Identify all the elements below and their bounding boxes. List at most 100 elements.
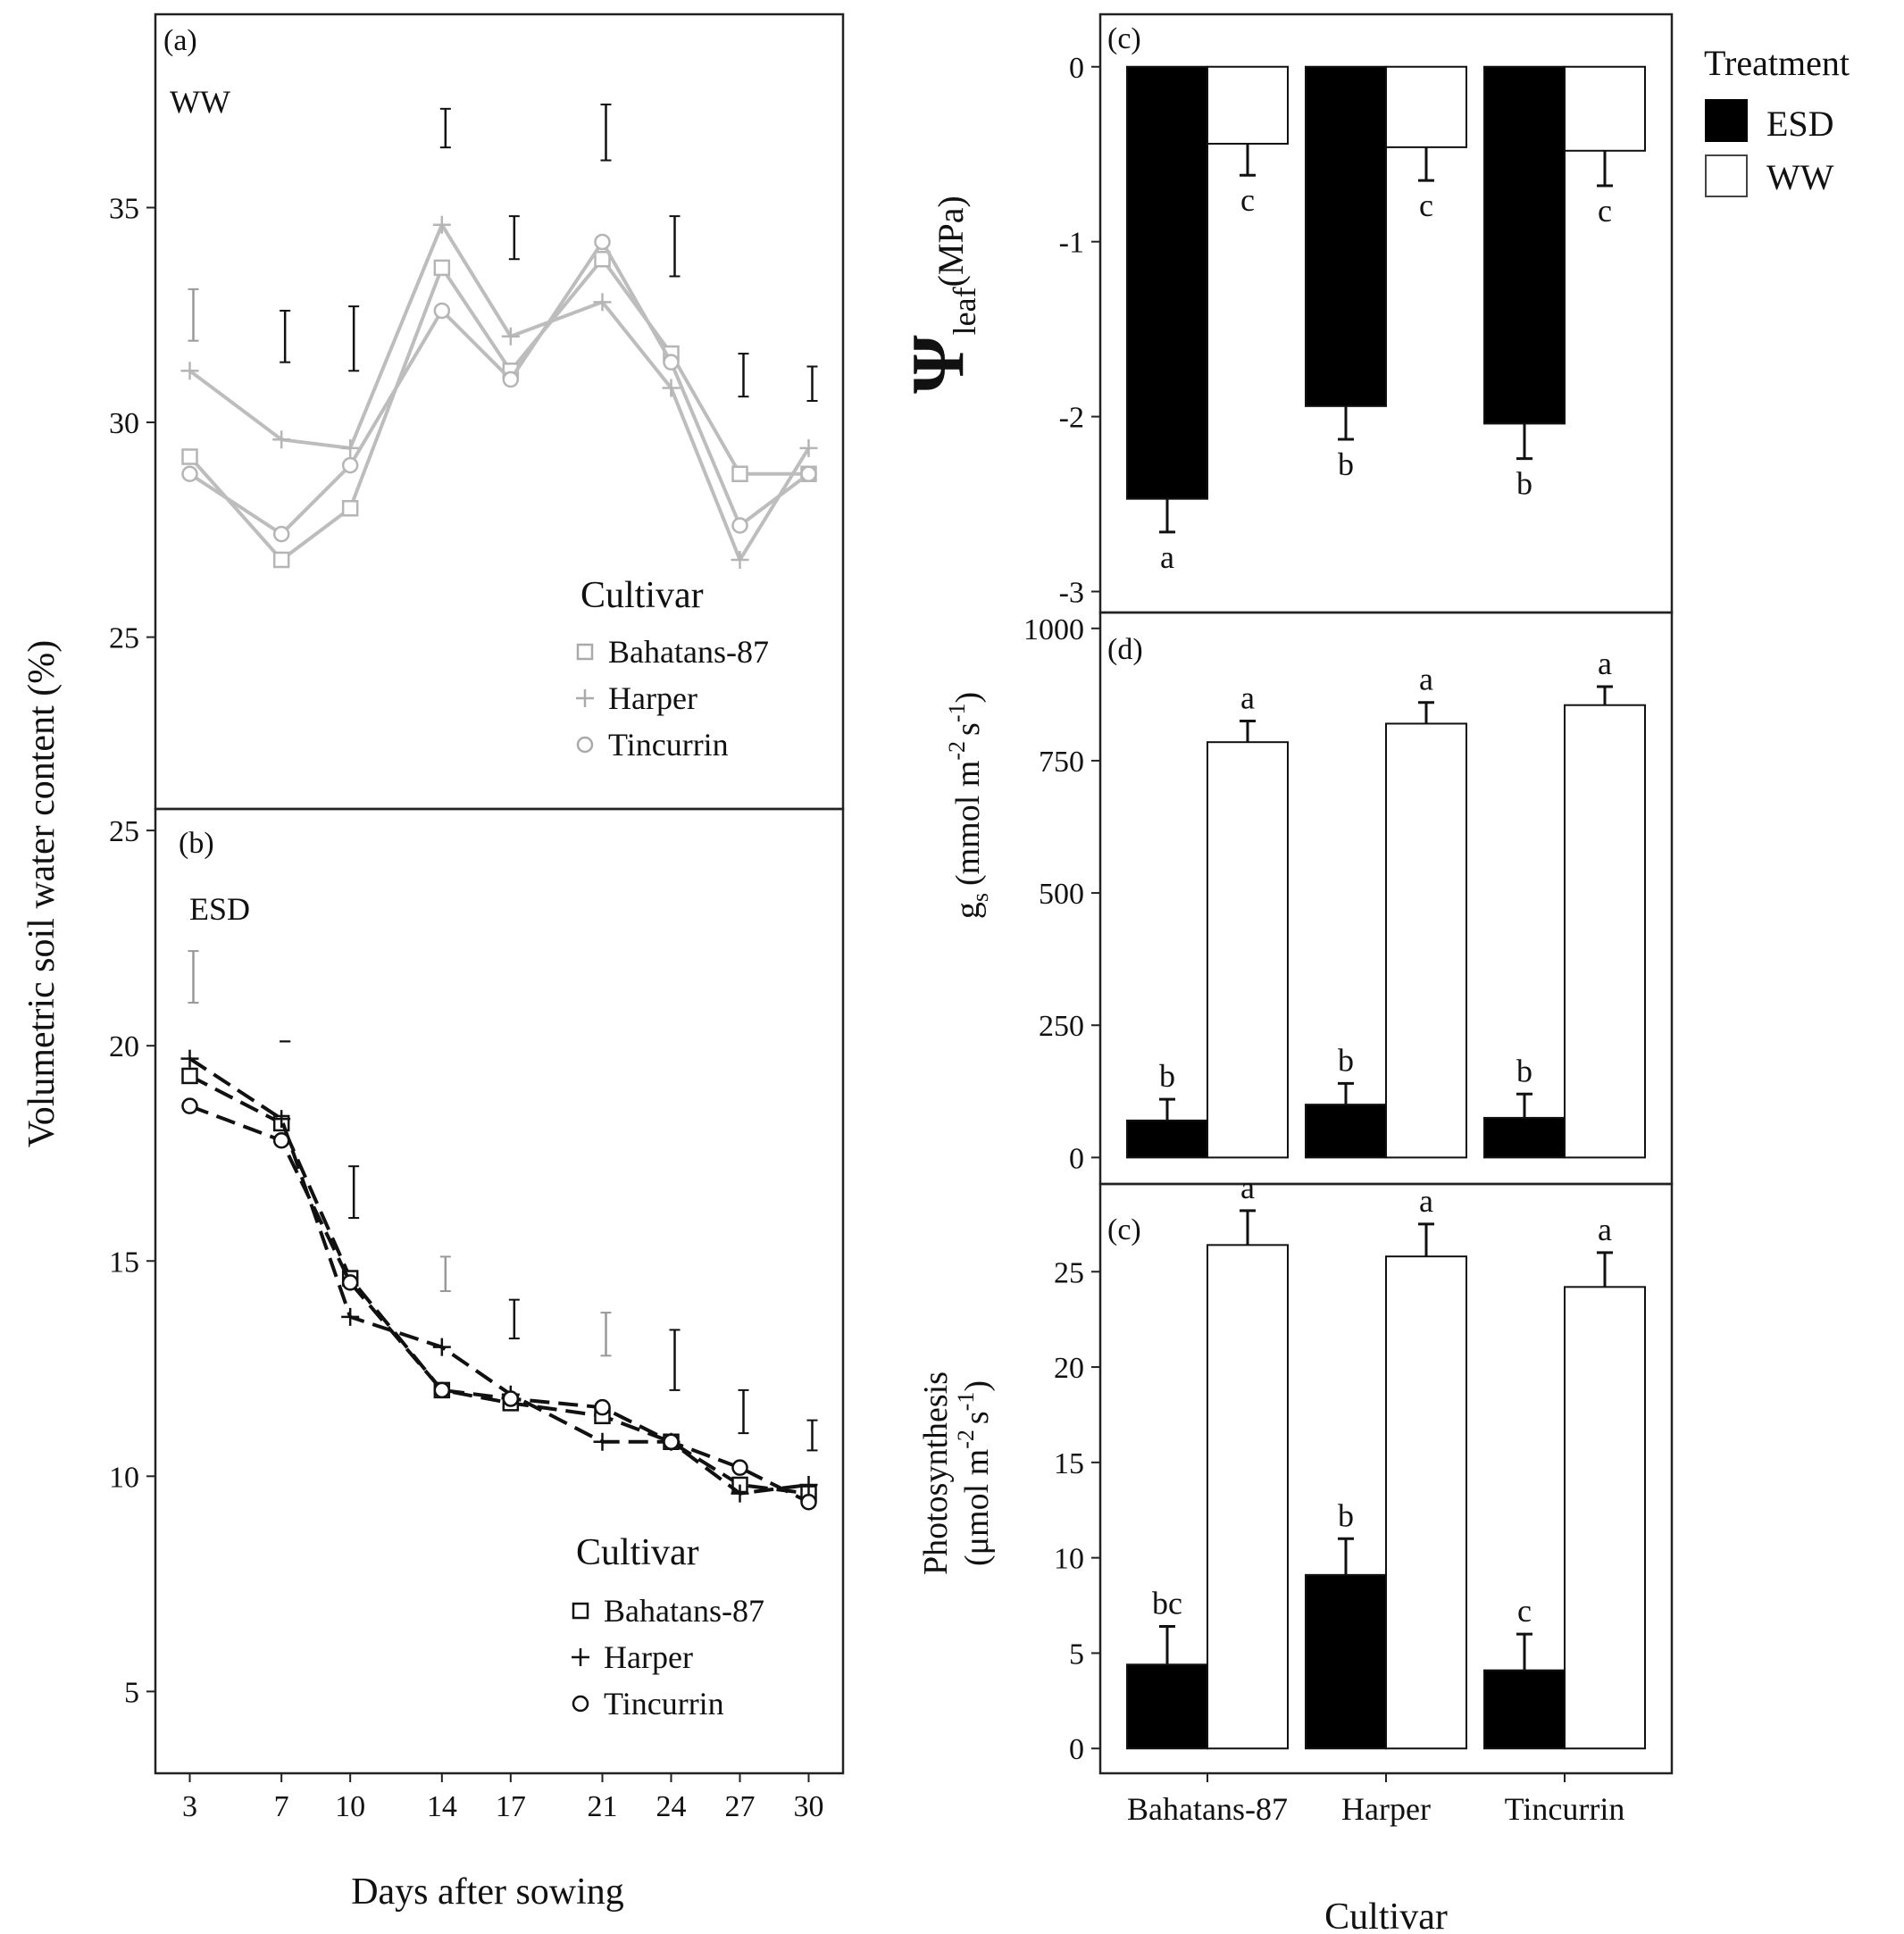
panel-d-ytick-label-1: 250 bbox=[1039, 1010, 1084, 1043]
panel-a-ytick-label-1: 30 bbox=[109, 407, 139, 440]
panel-e-category-label-1: Harper bbox=[1341, 1791, 1431, 1827]
panel-a-ytick-label-0: 25 bbox=[109, 622, 139, 655]
panel-c-bar-esd-2 bbox=[1483, 65, 1566, 425]
panel-e-ytick-label-4: 20 bbox=[1054, 1352, 1084, 1385]
panel-e-letter-esd-2: c bbox=[1517, 1593, 1532, 1629]
panel-a-series-tincurrin-point-3 bbox=[433, 302, 451, 320]
panel-a-treatment-label: WW bbox=[170, 84, 230, 120]
panel-b-xtick-label-5: 21 bbox=[588, 1790, 618, 1823]
panel-d-ytick-label-0: 0 bbox=[1069, 1142, 1084, 1175]
panel-c-ytick-label-2: -2 bbox=[1059, 402, 1084, 435]
gs-units-s: s bbox=[949, 722, 987, 736]
panel-b-series-harper-point-2 bbox=[341, 1307, 360, 1326]
panel-b-xtick-label-0: 3 bbox=[182, 1790, 197, 1823]
panel-d-bar-ww-0 bbox=[1207, 741, 1289, 1159]
panel-b-series-harper-point-0 bbox=[180, 1049, 199, 1068]
panel-b-series-harper-point-8 bbox=[799, 1475, 818, 1494]
panel-a-series-tincurrin-point-7 bbox=[731, 517, 748, 534]
panel-c-letter-ww-1: c bbox=[1419, 188, 1433, 223]
panel-a-legend-marker-2 bbox=[576, 736, 594, 754]
panel-c-letter-esd-1: b bbox=[1338, 446, 1354, 482]
legend-swatch-esd bbox=[1705, 99, 1748, 142]
panel-e-ytick-label-3: 15 bbox=[1054, 1447, 1084, 1480]
svg-text:gs(mmol m-2s-1): gs(mmol m-2s-1) bbox=[944, 692, 993, 919]
panel-a-series-tincurrin-point-0 bbox=[181, 465, 198, 483]
panel-a-series-bahatans-87-point-5 bbox=[594, 250, 611, 268]
panel-b-series-harper-point-1 bbox=[272, 1110, 291, 1129]
legend-label-ww: WW bbox=[1766, 157, 1834, 197]
panel-b-xtick-label-6: 24 bbox=[656, 1790, 687, 1823]
panel-a-label: (a) bbox=[163, 24, 197, 57]
panel-e-bar-esd-2 bbox=[1483, 1669, 1566, 1750]
panel-a-legend-marker-1 bbox=[576, 689, 594, 707]
legend-label-esd: ESD bbox=[1766, 104, 1834, 144]
panel-e-letter-ww-0: a bbox=[1240, 1170, 1255, 1205]
panel-d-letter-ww-2: a bbox=[1598, 646, 1612, 681]
panel-a-series-tincurrin-point-2 bbox=[341, 456, 359, 474]
panel-c-ytick-label-0: 0 bbox=[1069, 52, 1084, 85]
panel-a-series-tincurrin-point-6 bbox=[663, 354, 680, 371]
panel-d-label: (d) bbox=[1107, 633, 1143, 666]
panel-e-plot: 0 5 10 15 20 25 bc a Bahatans-87 b a Harper c a Tincur… bbox=[1054, 1170, 1646, 1827]
treatment-legend-title: Treatment bbox=[1704, 43, 1850, 83]
panel-b-ytick-label-3: 20 bbox=[109, 1030, 139, 1063]
panel-a-legend-item-2: Tincurrin bbox=[608, 727, 729, 763]
panel-b-plot: 5 10 15 20 25 3 7 10 14 17 21 24 27 30 Cultivar Bahatan… bbox=[109, 815, 824, 1823]
panel-a-series-tincurrin-line bbox=[188, 240, 810, 537]
panel-b-series-tincurrin-point-3 bbox=[433, 1381, 451, 1399]
panel-d-ytick-label-3: 750 bbox=[1039, 746, 1084, 779]
panel-a-legend-item-1: Harper bbox=[608, 680, 697, 716]
panel-b-frame bbox=[154, 807, 845, 1775]
left-x-axis-title: Days after sowing bbox=[351, 1871, 624, 1913]
panel-d-bar-ww-1 bbox=[1385, 722, 1467, 1159]
panel-a-series-tincurrin-point-1 bbox=[272, 525, 290, 543]
panel-c-bar-ww-2 bbox=[1564, 65, 1646, 152]
panel-d-ytick-label-4: 1000 bbox=[1023, 613, 1084, 646]
panel-e-bar-esd-1 bbox=[1305, 1573, 1387, 1750]
panel-e-label: (c) bbox=[1107, 1213, 1141, 1246]
panel-a-series-harper-point-7 bbox=[731, 550, 749, 569]
gs-symbol: g bbox=[949, 902, 987, 919]
panel-c-letter-ww-0: c bbox=[1240, 182, 1255, 218]
panel-b-legend-marker-1 bbox=[572, 1648, 589, 1666]
panel-d-ytick-label-2: 500 bbox=[1039, 878, 1084, 911]
panel-c-bar-esd-0 bbox=[1126, 65, 1208, 500]
panel-b-series-harper-line bbox=[188, 1056, 809, 1496]
psi-subscript: leaf bbox=[947, 287, 982, 335]
panel-a-series-tincurrin-point-8 bbox=[800, 465, 817, 483]
panel-b-xtick-label-7: 27 bbox=[725, 1790, 756, 1823]
photo-units: (μmol m bbox=[958, 1449, 996, 1566]
panel-c-bar-ww-1 bbox=[1385, 65, 1467, 148]
panel-a-plot: 25 30 35 Cultivar Bahatans-87 Harper Tincurrin bbox=[109, 104, 818, 763]
panel-a-series-harper-point-2 bbox=[341, 438, 360, 457]
panel-b-series-tincurrin-line bbox=[188, 1104, 810, 1505]
panel-b-xtick-label-8: 30 bbox=[794, 1790, 824, 1823]
panel-b-xtick-label-1: 7 bbox=[274, 1790, 289, 1823]
panel-d-bar-esd-0 bbox=[1126, 1119, 1208, 1159]
panel-b-ytick-label-0: 5 bbox=[124, 1676, 139, 1709]
panel-b-legend-marker-2 bbox=[572, 1695, 589, 1713]
panel-d-letter-esd-0: b bbox=[1159, 1058, 1175, 1094]
panel-b-series-tincurrin-point-4 bbox=[502, 1390, 520, 1407]
psi-symbol: Ψ bbox=[897, 335, 980, 394]
panel-c-letter-ww-2: c bbox=[1598, 193, 1612, 229]
panel-a-series-bahatans-87-point-1 bbox=[272, 551, 290, 569]
panel-e-letter-ww-2: a bbox=[1598, 1212, 1612, 1247]
panel-b-series-tincurrin-point-6 bbox=[663, 1433, 680, 1450]
panel-b-legend-marker-0 bbox=[572, 1602, 589, 1620]
panel-b-xtick-label-4: 17 bbox=[496, 1790, 526, 1823]
gs-units: (mmol m bbox=[949, 761, 987, 886]
panel-c-letter-esd-0: a bbox=[1160, 539, 1174, 575]
panel-a-series-bahatans-87-point-2 bbox=[341, 499, 359, 517]
panel-d-bar-esd-1 bbox=[1305, 1104, 1387, 1159]
panel-a-legend-item-0: Bahatans-87 bbox=[608, 634, 769, 670]
panel-c-bar-esd-1 bbox=[1305, 65, 1387, 407]
panel-b-series-harper-point-5 bbox=[593, 1432, 612, 1451]
panel-e-letter-esd-1: b bbox=[1338, 1497, 1354, 1533]
photosynthesis-title: Photosynthesis bbox=[917, 1371, 955, 1575]
panel-e-bar-esd-0 bbox=[1126, 1663, 1208, 1750]
panel-c-label: (c) bbox=[1107, 22, 1141, 55]
panel-b-xtick-label-2: 10 bbox=[335, 1790, 365, 1823]
panel-e-ytick-label-1: 5 bbox=[1069, 1638, 1084, 1671]
